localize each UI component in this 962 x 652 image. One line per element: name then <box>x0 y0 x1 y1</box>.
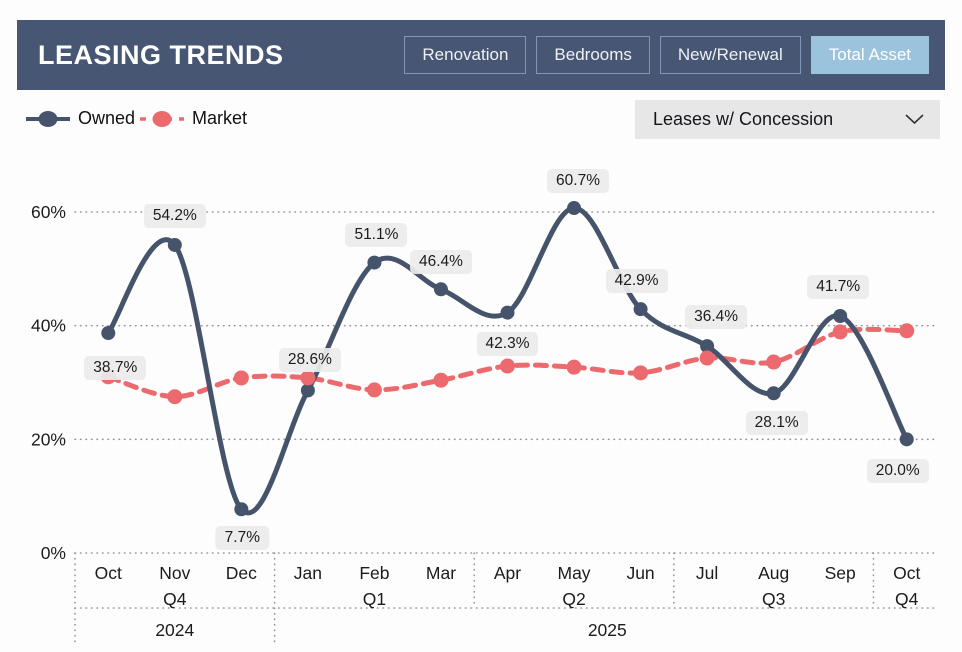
concession-dropdown[interactable]: Leases w/ Concession <box>635 100 940 139</box>
year-label-2024: 2024 <box>155 620 194 640</box>
x-tick-may-7: May <box>558 563 591 583</box>
x-tick-oct-12: Oct <box>893 563 920 583</box>
data-point-market-aug-10[interactable] <box>766 354 782 370</box>
data-label-owned-nov-1: 54.2% <box>143 203 206 228</box>
data-point-owned-oct-0[interactable] <box>101 326 116 341</box>
quarter-label-q3-3: Q3 <box>762 589 785 609</box>
x-tick-jun-8: Jun <box>626 563 654 583</box>
header-button-bedrooms[interactable]: Bedrooms <box>536 36 650 74</box>
data-point-owned-jun-8[interactable] <box>633 302 648 317</box>
x-tick-oct-0: Oct <box>95 563 122 583</box>
x-tick-feb-4: Feb <box>359 563 389 583</box>
header-buttons: Renovation Bedrooms New/Renewal Total Asset <box>404 36 929 74</box>
y-tick-60: 60% <box>31 202 66 222</box>
data-point-owned-oct-12[interactable] <box>899 432 914 447</box>
data-point-market-feb-4[interactable] <box>366 382 382 398</box>
chevron-down-icon <box>905 114 924 125</box>
data-point-market-dec-2[interactable] <box>233 370 249 386</box>
data-label-owned-jun-8: 42.9% <box>605 269 668 294</box>
dropdown-value: Leases w/ Concession <box>653 109 834 129</box>
x-tick-mar-5: Mar <box>426 563 456 583</box>
data-point-owned-jul-9[interactable] <box>700 339 715 354</box>
data-label-owned-may-7: 60.7% <box>547 169 610 194</box>
x-tick-sep-11: Sep <box>825 563 856 583</box>
data-label-owned-aug-10: 28.1% <box>745 411 808 436</box>
data-point-owned-nov-1[interactable] <box>167 237 182 252</box>
data-label-owned-apr-6: 42.3% <box>476 331 539 356</box>
year-label-2025: 2025 <box>588 620 627 640</box>
page-title: LEASING TRENDS <box>38 39 284 70</box>
data-point-market-apr-6[interactable] <box>500 358 515 374</box>
legend-marker-market-icon <box>140 110 185 127</box>
chart-svg: 0% 20% 40% 60% Oct Nov Dec Jan Feb Mar Apr May Jun Ju… <box>31 201 937 646</box>
data-label-owned-oct-12: 20.0% <box>866 459 929 484</box>
y-tick-20: 20% <box>31 429 66 449</box>
data-point-owned-apr-6[interactable] <box>500 305 515 320</box>
legend-item-owned[interactable]: Owned <box>25 108 135 129</box>
data-label-owned-jan-3: 28.6% <box>278 348 341 373</box>
legend-item-market[interactable]: Market <box>139 108 247 129</box>
quarter-label-q1-1: Q1 <box>363 589 386 609</box>
data-point-market-jun-8[interactable] <box>633 365 649 381</box>
line-chart[interactable]: 0% 20% 40% 60% Oct Nov Dec Jan Feb Mar Apr May Jun Ju… <box>0 145 962 652</box>
data-point-market-sep-11[interactable] <box>832 324 848 340</box>
x-tick-aug-10: Aug <box>758 563 789 583</box>
data-point-owned-may-7[interactable] <box>567 201 582 216</box>
quarter-label-q2-2: Q2 <box>562 589 585 609</box>
data-label-owned-sep-11: 41.7% <box>807 275 870 299</box>
header-button-new-renewal[interactable]: New/Renewal <box>659 36 801 74</box>
quarter-label-q4-0: Q4 <box>163 589 187 609</box>
y-tick-40: 40% <box>31 316 66 336</box>
data-point-market-nov-1[interactable] <box>167 389 183 405</box>
data-label-owned-dec-2: 7.7% <box>215 526 270 551</box>
legend-label-market: Market <box>192 108 248 128</box>
x-tick-nov-1: Nov <box>159 563 190 583</box>
x-tick-dec-2: Dec <box>226 563 257 583</box>
quarter-label-q4-4: Q4 <box>895 589 919 609</box>
data-point-market-may-7[interactable] <box>566 359 582 375</box>
data-point-owned-aug-10[interactable] <box>766 386 781 401</box>
data-point-market-jul-9[interactable] <box>699 350 715 366</box>
x-tick-apr-6: Apr <box>494 563 521 583</box>
data-point-market-mar-5[interactable] <box>433 372 449 388</box>
x-tick-jan-3: Jan <box>294 563 322 583</box>
header-button-renovation[interactable]: Renovation <box>404 36 527 74</box>
x-tick-jul-9: Jul <box>696 563 718 583</box>
data-label-owned-oct-0: 38.7% <box>84 356 147 381</box>
y-tick-0: 0% <box>41 543 66 563</box>
legend-marker-owned-icon <box>26 110 70 127</box>
data-label-owned-feb-4: 51.1% <box>345 222 408 247</box>
data-point-owned-feb-4[interactable] <box>367 255 382 270</box>
header-bar: LEASING TRENDS Renovation Bedrooms New/Ren… <box>17 20 945 90</box>
data-label-owned-jul-9: 36.4% <box>685 305 748 330</box>
legend: Owned Market <box>25 108 247 129</box>
data-point-owned-dec-2[interactable] <box>234 502 249 517</box>
data-point-owned-sep-11[interactable] <box>833 309 848 324</box>
header-button-total-asset[interactable]: Total Asset <box>810 36 929 74</box>
data-point-owned-jan-3[interactable] <box>300 383 315 398</box>
data-point-market-jan-3[interactable] <box>300 370 316 386</box>
data-point-market-oct-12[interactable] <box>899 323 915 339</box>
legend-label-owned: Owned <box>78 108 136 128</box>
data-point-owned-mar-5[interactable] <box>433 282 448 297</box>
data-label-owned-mar-5: 46.4% <box>409 250 472 275</box>
